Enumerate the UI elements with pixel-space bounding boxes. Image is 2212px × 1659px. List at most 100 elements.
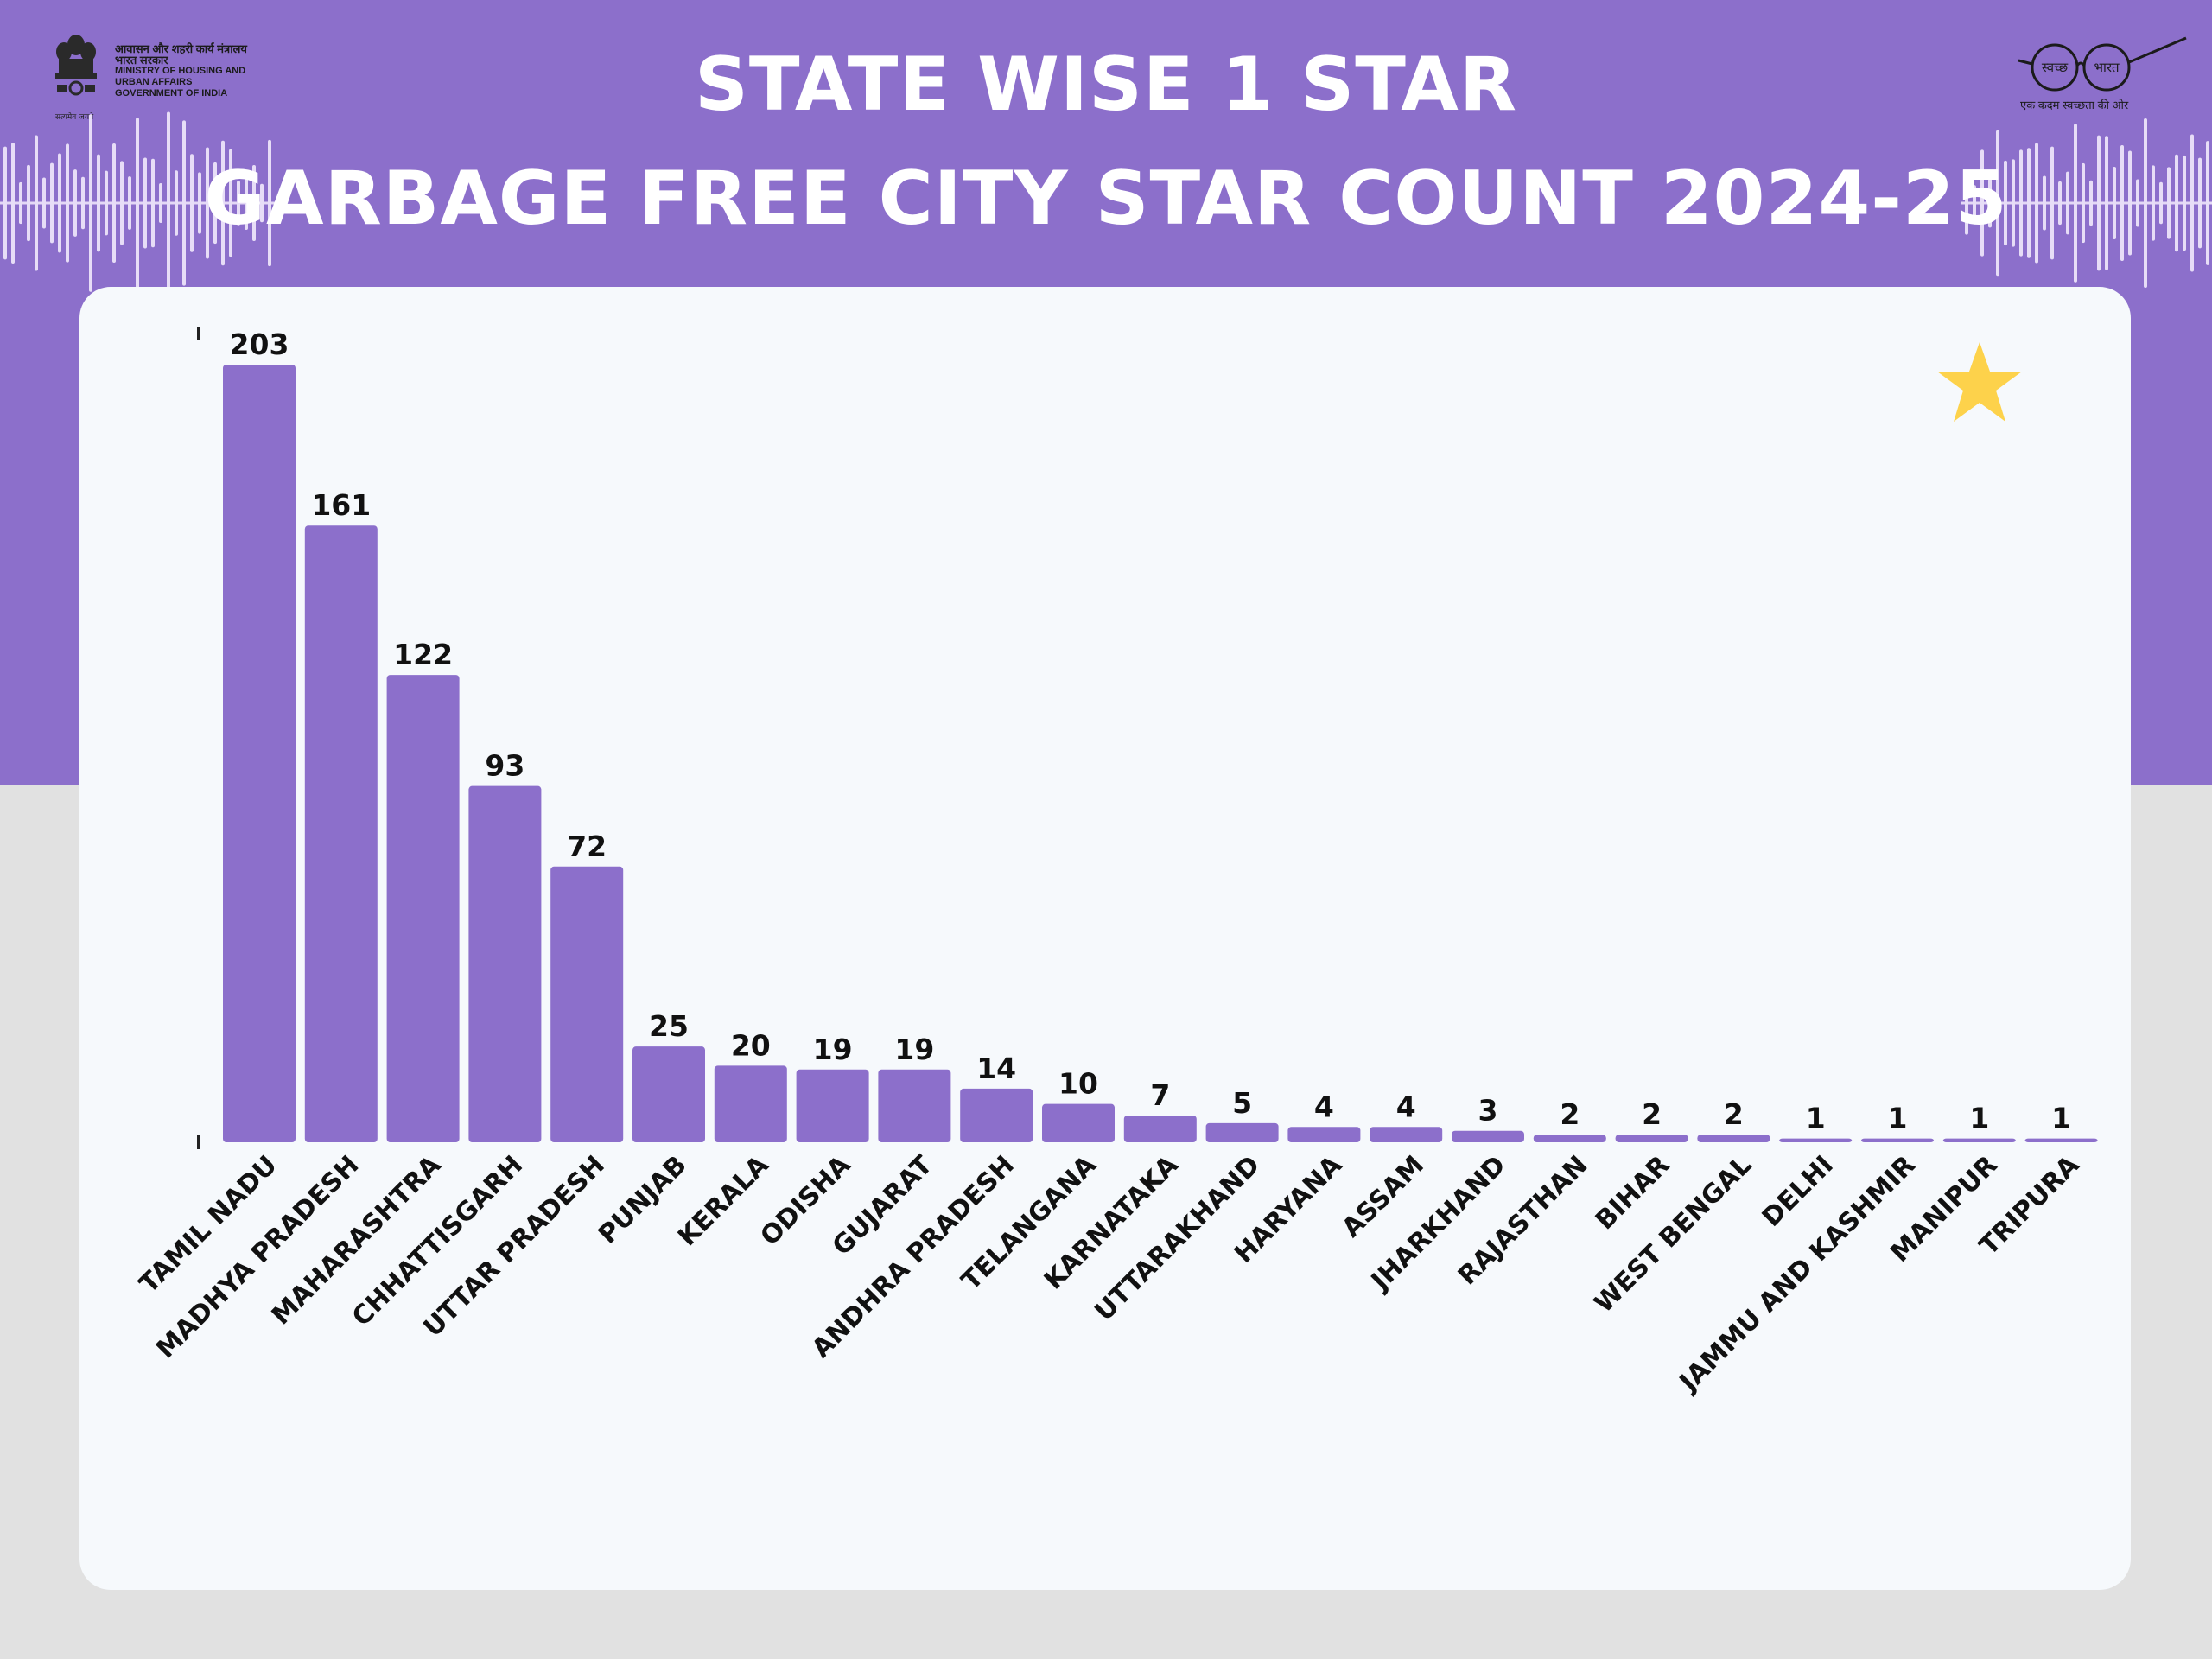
- bar-gujarat[interactable]: [878, 1069, 951, 1142]
- data-label: 3: [1478, 1094, 1498, 1128]
- data-label: 1: [2051, 1102, 2071, 1135]
- wave-bar: [2035, 143, 2038, 264]
- bar-uttarakhand[interactable]: [1205, 1122, 1279, 1142]
- bar-west-bengal[interactable]: [1697, 1135, 1770, 1142]
- wave-bar: [2159, 181, 2163, 225]
- wave-bar: [268, 139, 271, 267]
- wave-bar: [105, 170, 108, 236]
- ministry-en-2: URBAN AFFAIRS: [115, 77, 193, 87]
- data-label: 14: [976, 1052, 1016, 1085]
- bar-rajasthan[interactable]: [1533, 1135, 1606, 1142]
- ministry-hindi-2: भारत सरकार: [115, 54, 168, 67]
- bar-bihar[interactable]: [1615, 1135, 1688, 1142]
- bar-maharashtra[interactable]: [386, 675, 460, 1142]
- bar-assam[interactable]: [1370, 1127, 1443, 1142]
- wave-bar: [1973, 185, 1976, 221]
- wave-bar: [167, 111, 170, 295]
- wave-bar: [89, 114, 92, 292]
- wave-bar: [2089, 180, 2093, 226]
- data-label: 203: [230, 327, 289, 361]
- wave-bar: [2050, 146, 2054, 260]
- wave-bar: [73, 169, 77, 237]
- bar-delhi[interactable]: [1779, 1138, 1853, 1142]
- wave-bar: [19, 181, 22, 225]
- data-label: 1: [1888, 1102, 1908, 1135]
- bar-madhya-pradesh[interactable]: [304, 525, 378, 1142]
- data-label: 161: [311, 488, 371, 522]
- wave-bar: [221, 140, 225, 266]
- wave-bar: [81, 176, 85, 230]
- data-label: 1: [1806, 1102, 1826, 1135]
- wave-bar: [112, 143, 116, 264]
- sound-wave-icon: [1961, 118, 2212, 288]
- data-label: 7: [1150, 1078, 1170, 1112]
- wave-bar: [2082, 162, 2085, 244]
- wave-bar: [2105, 136, 2108, 270]
- wave-bar: [11, 142, 15, 264]
- axis-tick: [197, 327, 200, 340]
- data-label: 2: [1724, 1097, 1744, 1131]
- bar-telangana[interactable]: [1042, 1103, 1115, 1142]
- bar-manipur[interactable]: [1942, 1138, 2016, 1142]
- title-line-2: GARBAGE FREE CITY STAR COUNT 2024-25: [204, 156, 2008, 242]
- data-label: 19: [894, 1033, 934, 1066]
- wave-bar: [1965, 171, 1968, 235]
- data-label: 5: [1232, 1086, 1252, 1120]
- wave-bar: [97, 154, 100, 252]
- bar-chhattisgarh[interactable]: [468, 785, 542, 1142]
- wave-bar: [128, 176, 131, 230]
- wave-bar: [2058, 181, 2062, 226]
- bar-punjab[interactable]: [632, 1046, 705, 1142]
- bar-jammu-and-kashmir[interactable]: [1861, 1138, 1934, 1142]
- wave-bar: [1988, 178, 1992, 228]
- wave-bar: [2183, 155, 2186, 251]
- wave-bar: [2152, 165, 2155, 241]
- data-label: 4: [1396, 1090, 1416, 1123]
- wave-bar: [2066, 171, 2069, 235]
- x-tick-label: TAMIL NADU: [134, 1150, 283, 1300]
- bar-jharkhand[interactable]: [1452, 1130, 1524, 1142]
- wave-bar: [213, 162, 217, 245]
- bar-tripura[interactable]: [2024, 1138, 2098, 1142]
- bar-haryana[interactable]: [1287, 1127, 1361, 1142]
- wave-bar: [2043, 175, 2046, 231]
- wave-bar: [2206, 141, 2209, 265]
- wave-bar: [2175, 154, 2178, 252]
- data-label: 4: [1314, 1090, 1334, 1123]
- wave-bar: [260, 183, 264, 223]
- wave-bar: [3, 146, 7, 260]
- swachh-left-text: स्वच्छ: [2042, 60, 2069, 75]
- wave-bar: [2198, 157, 2202, 249]
- emblem-motto: सत्यमेव जयते: [55, 113, 94, 122]
- bar-odisha[interactable]: [796, 1069, 869, 1142]
- data-label: 25: [649, 1009, 689, 1043]
- wave-bar: [2167, 167, 2171, 239]
- wave-bar: [206, 147, 209, 259]
- data-label: 2: [1560, 1097, 1580, 1131]
- bar-karnataka[interactable]: [1123, 1115, 1197, 1142]
- data-label: 72: [567, 830, 607, 863]
- wave-bar: [2012, 159, 2015, 247]
- data-label: 122: [393, 638, 453, 671]
- data-label: 2: [1642, 1097, 1662, 1131]
- ministry-en-3: GOVERNMENT OF INDIA: [115, 88, 228, 99]
- wave-bar: [2074, 124, 2077, 283]
- ministry-en-1: MINISTRY OF HOUSING AND: [115, 66, 246, 76]
- bar-uttar-pradesh[interactable]: [550, 866, 624, 1142]
- wave-bar: [229, 149, 232, 257]
- wave-bar: [1996, 130, 1999, 276]
- data-label: 93: [485, 749, 524, 783]
- wave-bar: [27, 164, 30, 242]
- wave-bar: [182, 120, 186, 286]
- bar-andhra-pradesh[interactable]: [960, 1088, 1033, 1142]
- bar-kerala[interactable]: [714, 1065, 787, 1142]
- wave-bar: [2190, 134, 2194, 272]
- ministry-hindi-1: आवासन और शहरी कार्य मंत्रालय: [115, 42, 247, 55]
- wave-bar: [2113, 166, 2116, 240]
- wave-bar: [190, 154, 194, 252]
- wave-bar: [66, 143, 69, 263]
- bar-tamil-nadu[interactable]: [223, 365, 296, 1142]
- wave-bar: [2027, 148, 2031, 258]
- data-label: 1: [1969, 1102, 1989, 1135]
